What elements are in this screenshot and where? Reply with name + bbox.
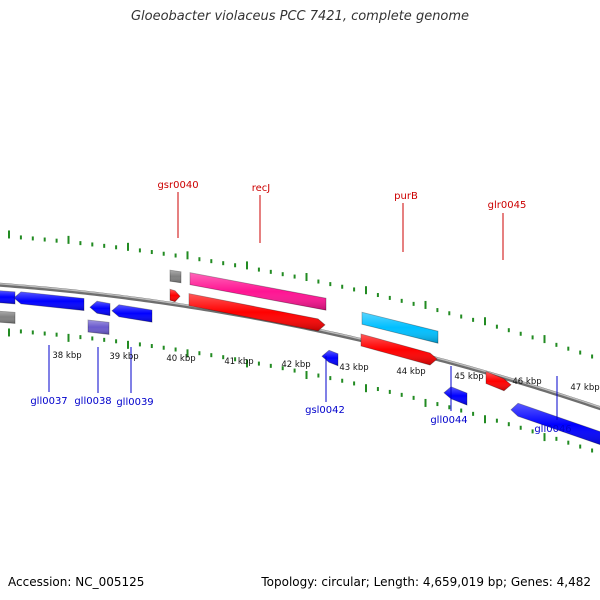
kbp-label: 43 kbp [339,363,368,373]
kbp-label: 39 kbp [109,352,138,362]
gene-gll0037-label: gll0037 [30,396,67,407]
gene-gsl0042-shading [322,350,338,366]
kbp-label: 42 kbp [281,360,310,370]
gene-recJ-upper-shading [190,272,326,311]
gene-gll0046-shading [511,403,600,445]
kbp-label: 44 kbp [396,367,425,377]
kbp-label: 40 kbp [166,354,195,364]
genome-summary-text: Topology: circular; Length: 4,659,019 bp… [261,575,591,589]
gene-gll0038-label: gll0038 [74,396,111,407]
gene-forward-recJ-strand-shading [189,293,325,331]
outer-tick-track [8,230,594,359]
inner-tick-track [8,328,594,453]
gene-gll0039-label: gll0039 [116,397,153,408]
gene-gsr0040-shading [170,289,180,302]
gene-purB-upper-shading [362,312,438,344]
gene-gsr0040-label: gsr0040 [157,180,198,191]
kbp-label: 46 kbp [512,377,541,387]
gene-glr0045-label: glr0045 [488,200,527,211]
gene-gsl0042-label: gsl0042 [305,405,345,416]
gene-gll0046-label: gll0046 [534,424,571,435]
gene-gll0044-label: gll0044 [430,415,467,426]
gene-forward-purB-strand-shading [361,334,437,365]
kbp-label: 47 kbp [570,383,599,393]
kbp-label: 45 kbp [454,372,483,382]
gene-reverse-edge-shading [0,290,15,304]
kbp-label: 41 kbp [224,357,253,367]
kbp-label: 38 kbp [52,351,81,361]
gene-purB-label: purB [394,191,418,202]
gene-gll0037-shading [14,291,84,311]
rna-gene-0040-block-shading [170,270,181,283]
rna-gene-inner-edge-shading [0,311,15,324]
gene-features [0,269,600,445]
gene-callouts: gsr0040 recJ purB glr0045 gll0037 gll0038 gll0… [30,180,571,435]
gene-gll0038-strand-shading [90,301,110,316]
gene-recJ-label: recJ [252,183,271,194]
gene-gll0039-shading [112,304,152,323]
accession-text: Accession: NC_005125 [8,575,145,589]
map-title: Gloeobacter violaceus PCC 7421, complete… [130,9,470,24]
gene-gll0038-shading [88,320,109,335]
gene-gll0044-shading [444,386,467,406]
kbp-labels: 38 kbp 39 kbp 40 kbp 41 kbp 42 kbp 43 kbp 44 k… [52,351,599,393]
gene-glr0045-shading [486,371,511,391]
